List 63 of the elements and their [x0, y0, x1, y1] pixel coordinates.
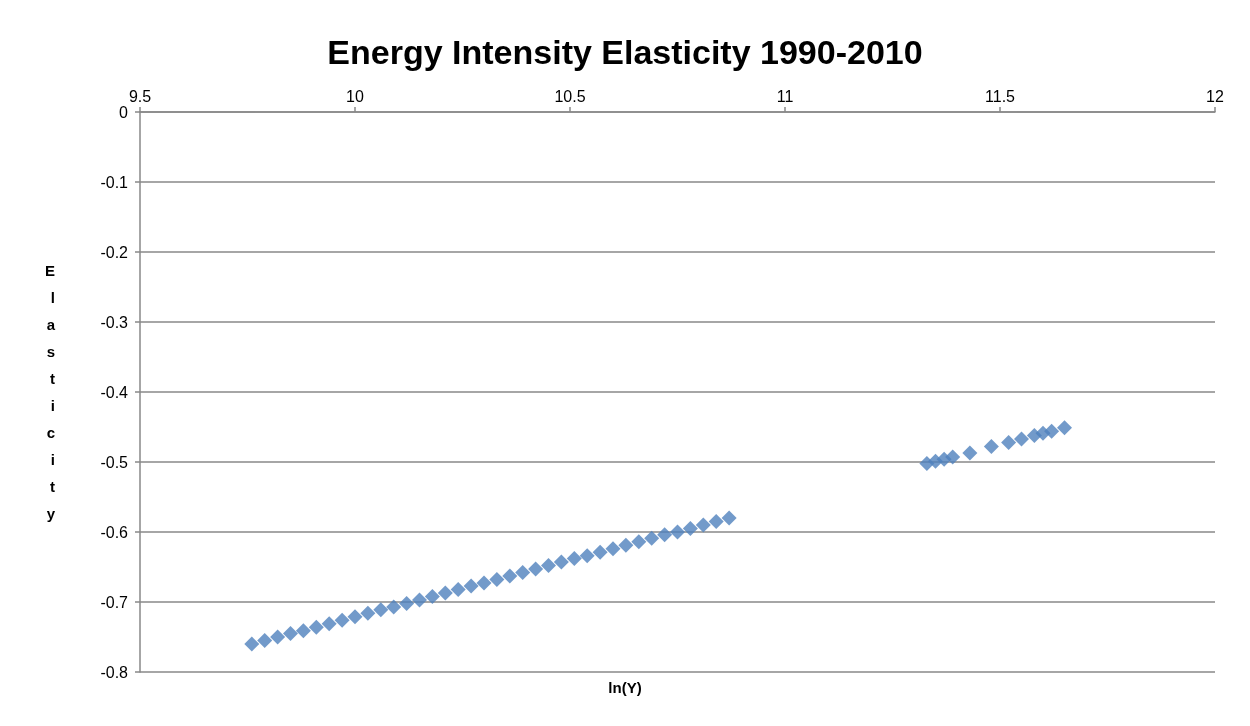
y-tick-label: -0.7 — [100, 593, 129, 611]
point — [489, 572, 505, 588]
point — [515, 565, 531, 581]
point — [437, 585, 453, 601]
point — [424, 588, 440, 604]
point — [618, 537, 634, 553]
point — [695, 517, 711, 533]
point — [983, 439, 999, 455]
point — [566, 551, 582, 567]
point — [962, 445, 978, 461]
point — [502, 568, 518, 584]
point — [657, 527, 673, 543]
point — [373, 602, 389, 618]
point — [605, 541, 621, 557]
point — [244, 636, 260, 652]
y-tick-label: -0.2 — [100, 243, 129, 261]
point — [1001, 434, 1017, 450]
chart-title: Energy Intensity Elasticity 1990-2010 — [327, 33, 923, 71]
x-tick-label: 9.5 — [128, 87, 152, 105]
y-tick-label: -0.5 — [100, 453, 129, 471]
point — [257, 633, 273, 648]
point — [463, 578, 479, 594]
point — [631, 534, 647, 550]
point — [308, 619, 324, 635]
point — [721, 510, 737, 526]
point — [553, 554, 569, 570]
point — [283, 626, 298, 641]
point — [270, 629, 286, 645]
point — [1057, 420, 1072, 436]
y-tick-label: 0 — [119, 103, 129, 121]
point — [334, 612, 350, 628]
x-tick-label: 11.5 — [985, 87, 1016, 105]
point — [708, 514, 724, 529]
point — [1044, 423, 1060, 439]
point — [670, 524, 685, 540]
point — [644, 530, 660, 546]
point — [412, 592, 427, 608]
y-tick-label: -0.4 — [100, 383, 129, 401]
point — [295, 623, 311, 639]
y-tick-label: -0.6 — [100, 523, 129, 541]
point — [347, 609, 363, 625]
x-tick-label: 12 — [1206, 87, 1224, 105]
point — [1014, 431, 1029, 447]
x-tick-label: 10.5 — [554, 87, 586, 105]
point — [476, 575, 492, 591]
x-axis-title: ln(Y) — [608, 679, 642, 696]
point — [541, 558, 556, 574]
point — [360, 605, 376, 621]
point — [321, 616, 337, 632]
y-tick-label: -0.3 — [100, 313, 129, 331]
point — [945, 449, 961, 465]
text: Elasticity — [44, 262, 55, 522]
point — [682, 521, 698, 536]
point — [386, 599, 402, 615]
y-tick-label: -0.8 — [100, 663, 129, 681]
x-tick-label: 10 — [346, 87, 364, 105]
y-tick-label: -0.1 — [100, 173, 129, 191]
point — [399, 595, 415, 611]
point — [450, 581, 466, 597]
point — [592, 544, 608, 560]
x-tick-label: 11 — [776, 87, 794, 105]
point — [579, 548, 595, 564]
point — [528, 561, 544, 577]
